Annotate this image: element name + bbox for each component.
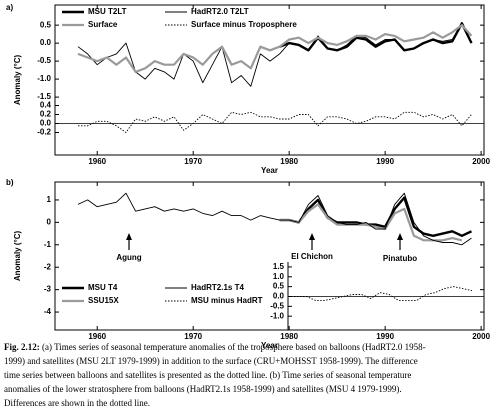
x-tick-label: 1960 (88, 157, 106, 166)
caption-line: Fig. 2.12: (a) Times series of seasonal … (4, 342, 426, 352)
y-tick-label: -3 (44, 285, 52, 294)
y-tick-label: 1 (47, 195, 52, 204)
caption-line: Differences are shown in the dotted line… (4, 398, 150, 408)
x-tick-label: 2000 (472, 157, 490, 166)
x-tick-label: 1970 (184, 157, 202, 166)
caption-line: 1999) and satellites (MSU 2LT 1979-1999)… (4, 356, 418, 366)
legend-label: HadRT2.1s T4 (191, 283, 244, 292)
y-tick-label: 1.0 (273, 272, 285, 281)
caption-label: Fig. 2.12: (4, 342, 40, 352)
y-tick-label: -0.2 (37, 128, 51, 137)
y-axis-label: Anomaly (°C) (13, 231, 22, 282)
legend-label: MSU T4 (88, 283, 118, 292)
annotation-arrowhead (309, 233, 315, 240)
series-line (288, 286, 473, 301)
x-axis-label: Year (261, 166, 278, 175)
y-tick-label: 0.0 (40, 119, 52, 128)
annotation-label: El Chichon (291, 252, 333, 261)
legend-label: MSU T2LT (88, 7, 127, 16)
annotation-label: Agung (116, 253, 141, 262)
y-tick-label: 0 (47, 217, 52, 226)
panel-label: b) (6, 178, 14, 187)
annotation-arrowhead (126, 233, 132, 240)
annotation-label: Pinatubo (383, 254, 417, 263)
y-tick-label: -1.5 (37, 92, 51, 101)
series-line (78, 111, 472, 133)
series-line (77, 192, 472, 246)
caption-line: time series between balloons and satelli… (4, 370, 411, 380)
x-tick-label: 1960 (88, 332, 106, 341)
y-tick-label: 0.0 (273, 292, 285, 301)
y-axis-label: Anomaly (°C) (13, 55, 22, 106)
x-tick-label: 1990 (376, 332, 394, 341)
x-tick-label: 2000 (472, 332, 490, 341)
y-tick-label: -4 (44, 307, 52, 316)
series-line (77, 24, 473, 73)
plot-frame (54, 4, 485, 156)
y-tick-label: -1.0 (270, 311, 284, 320)
y-tick-label: 0.0 (40, 38, 52, 47)
x-axis-label: Year (261, 341, 278, 350)
panel-label: a) (6, 3, 13, 12)
annotation-arrowhead (397, 233, 403, 240)
x-tick-label: 1980 (280, 332, 298, 341)
y-tick-label: 0.5 (273, 282, 285, 291)
y-tick-label: 1.5 (273, 262, 285, 271)
x-tick-label: 1990 (376, 157, 394, 166)
series-line (77, 22, 472, 87)
legend-label: Surface minus Troposphere (191, 20, 297, 29)
y-tick-label: 0.5 (40, 20, 52, 29)
y-tick-label: 0.2 (40, 110, 52, 119)
y-tick-label: -2 (44, 262, 52, 271)
y-tick-label: -0.5 (270, 301, 284, 310)
legend-label: MSU minus HadRT (191, 296, 263, 305)
x-tick-label: 1980 (280, 157, 298, 166)
legend-label: SSU15X (88, 296, 119, 305)
plot-frame (54, 181, 485, 331)
caption-text: (a) Times series of seasonal temperature… (42, 342, 426, 352)
legend-label: HadRT2.0 T2LT (191, 7, 249, 16)
y-tick-label: -1.0 (37, 74, 51, 83)
y-tick-label: 0.4 (40, 101, 52, 110)
series-line (279, 196, 473, 237)
caption-line: anomalies of the lower stratosphere from… (4, 384, 402, 394)
x-tick-label: 1970 (184, 332, 202, 341)
legend-label: Surface (88, 20, 118, 29)
y-tick-label: -0.5 (37, 56, 51, 65)
y-tick-label: -1 (44, 240, 52, 249)
